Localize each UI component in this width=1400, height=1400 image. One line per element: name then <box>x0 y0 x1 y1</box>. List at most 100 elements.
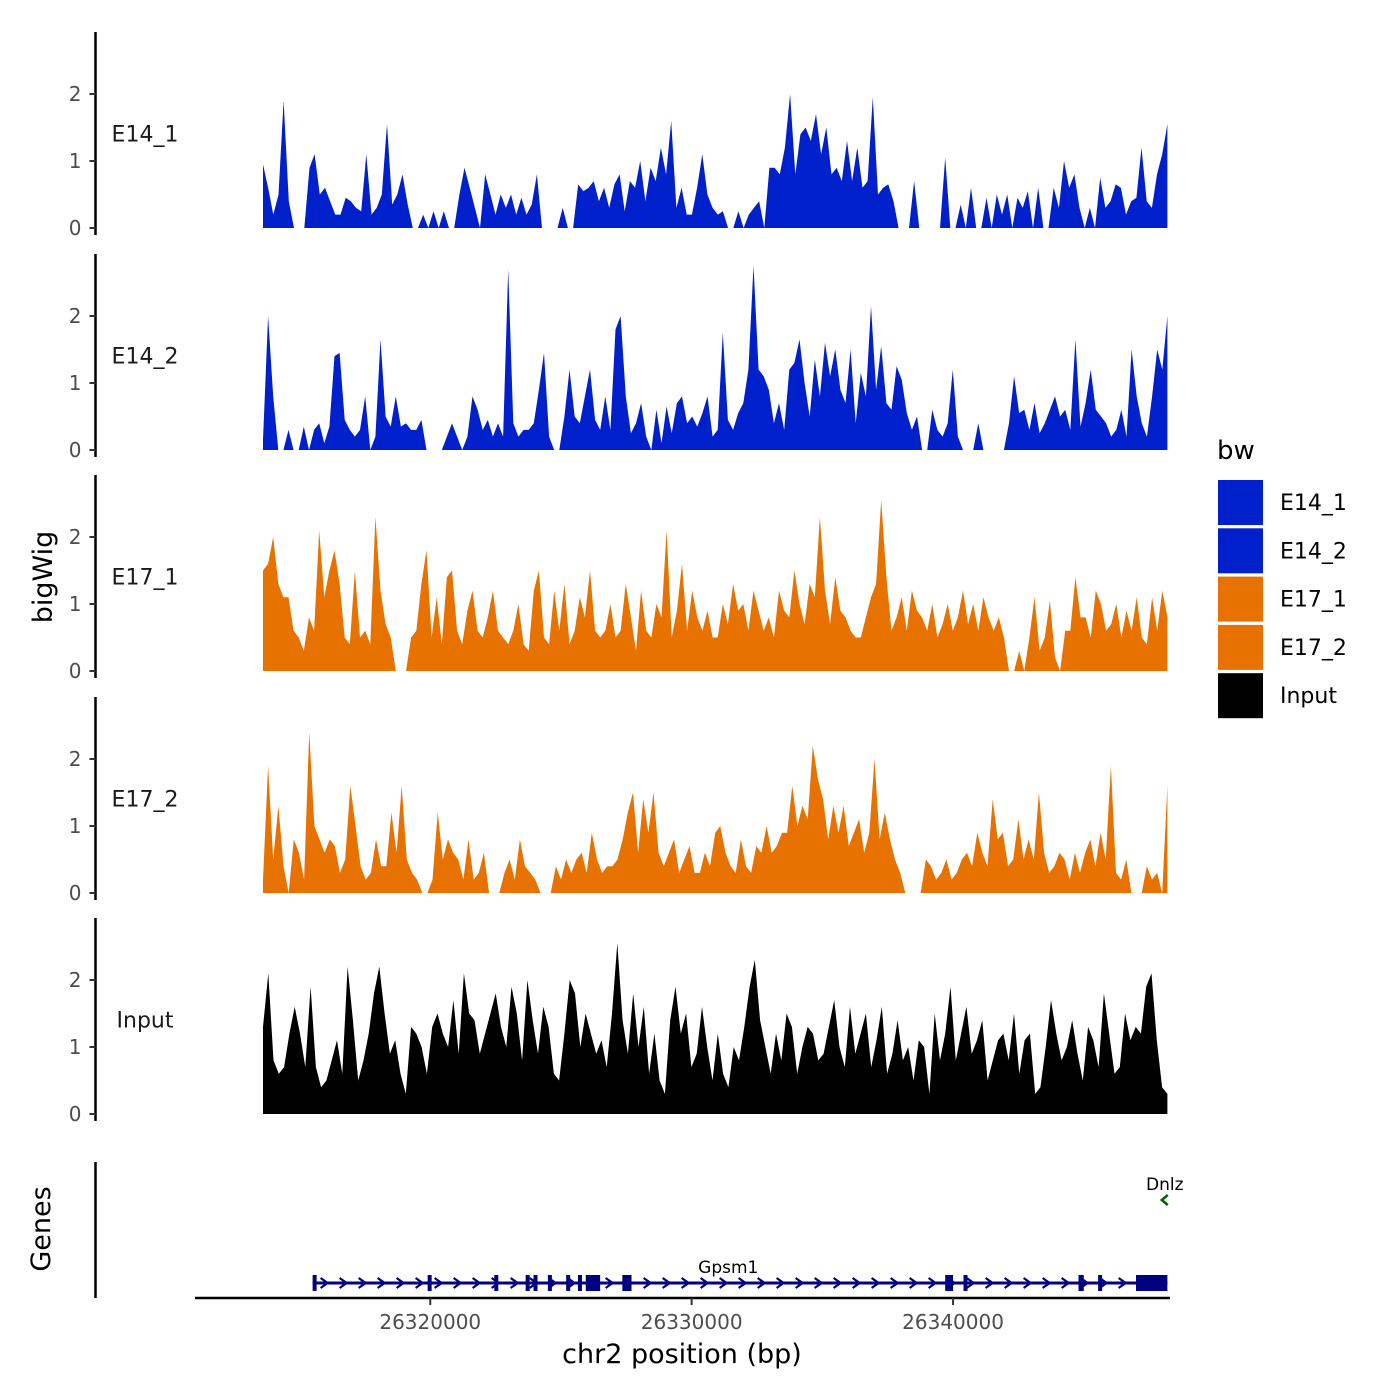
strand-chevron <box>395 1277 406 1289</box>
strand-chevron <box>490 1277 501 1289</box>
track-label: E14_1 <box>112 123 179 148</box>
legend-swatch-Input <box>1218 673 1263 719</box>
legend-label: E14_1 <box>1280 491 1347 516</box>
gene-exon <box>585 1275 601 1291</box>
gene-exon <box>577 1275 582 1291</box>
signal-tracks: 0 1 2 E14_1 0 1 2 E14_2 0 1 2 E17_1 0 1 2 E17_2 0 1 2 Input <box>69 32 1168 1126</box>
track-E14_1: 0 1 2 E14_1 <box>69 32 1168 240</box>
legend-swatch-E14_2 <box>1218 528 1263 574</box>
track-E17_2: 0 1 2 E17_2 <box>69 697 1168 905</box>
y-tick-label: 2 <box>69 747 82 771</box>
gene-exon <box>622 1275 632 1291</box>
y-tick-label: 0 <box>69 216 82 240</box>
gene-Dnlz: Dnlz <box>1146 1175 1184 1206</box>
strand-chevron <box>737 1277 748 1289</box>
y-tick-label: 0 <box>69 659 82 683</box>
x-axis-title: chr2 position (bp) <box>562 1339 802 1370</box>
track-label: E14_2 <box>112 345 179 370</box>
strand-chevron <box>984 1277 995 1289</box>
y-tick-label: 2 <box>69 82 82 106</box>
strand-chevron <box>851 1277 862 1289</box>
strand-chevron <box>794 1277 805 1289</box>
legend-label: Input <box>1280 684 1337 709</box>
gene-exon <box>312 1275 317 1291</box>
y-tick-label: 0 <box>69 438 82 462</box>
gene-Gpsm1: Gpsm1 <box>312 1258 1168 1291</box>
strand-chevron <box>889 1277 900 1289</box>
legend-swatch-E14_1 <box>1218 480 1263 525</box>
y-tick-label: 2 <box>69 525 82 549</box>
strand-chevron <box>813 1277 824 1289</box>
gene-exon <box>1078 1275 1084 1291</box>
gene-exon <box>1136 1275 1168 1291</box>
y-tick-label: 0 <box>69 881 82 905</box>
track-label: Input <box>117 1009 174 1034</box>
strand-chevron <box>471 1277 482 1289</box>
strand-chevron <box>1022 1277 1033 1289</box>
gene-label: Gpsm1 <box>698 1258 758 1278</box>
strand-chevron <box>1159 1194 1169 1206</box>
gene-exon <box>547 1275 552 1291</box>
strand-chevron <box>1003 1277 1014 1289</box>
legend-label: E17_2 <box>1280 636 1347 661</box>
gene-exon <box>494 1275 499 1291</box>
signal-area-E17_2 <box>263 732 1168 893</box>
y-tick-label: 1 <box>69 371 82 395</box>
y-tick-label: 0 <box>69 1102 82 1126</box>
strand-chevron <box>604 1277 615 1289</box>
strand-chevron <box>756 1277 767 1289</box>
strand-chevron <box>699 1277 710 1289</box>
legend-swatch-E17_1 <box>1218 576 1263 622</box>
strand-chevron <box>908 1277 919 1289</box>
strand-chevron <box>452 1277 463 1289</box>
gene-exon <box>566 1275 571 1291</box>
signal-area-Input <box>263 943 1168 1114</box>
x-tick-label: 26320000 <box>379 1310 481 1334</box>
strand-chevron <box>870 1277 881 1289</box>
strand-chevron <box>718 1277 729 1289</box>
signal-area-E14_1 <box>263 94 1168 228</box>
legend: bw E14_1 E14_2 E17_1 E17_2 Input <box>1217 436 1347 719</box>
track-label: E17_2 <box>112 788 179 813</box>
strand-chevron <box>357 1277 368 1289</box>
x-axis: chr2 position (bp) 26320000 26330000 26340… <box>195 1296 1170 1370</box>
strand-chevron <box>433 1277 444 1289</box>
y-tick-label: 1 <box>69 1035 82 1059</box>
gene-exon <box>963 1275 968 1291</box>
track-E14_2: 0 1 2 E14_2 <box>69 254 1168 462</box>
signal-area-E17_1 <box>263 500 1168 671</box>
strand-chevron <box>338 1277 349 1289</box>
signal-area-E14_2 <box>263 265 1168 450</box>
y-tick-label: 2 <box>69 304 82 328</box>
gene-label: Dnlz <box>1146 1175 1184 1195</box>
gene-exon <box>525 1275 530 1291</box>
strand-chevron <box>319 1277 330 1289</box>
gene-exon <box>945 1275 954 1291</box>
gene-exon <box>427 1275 432 1291</box>
strand-chevron <box>1041 1277 1052 1289</box>
strand-chevron <box>1117 1277 1128 1289</box>
x-tick-label: 26330000 <box>641 1310 743 1334</box>
track-Input: 0 1 2 Input <box>69 918 1168 1126</box>
y-tick-label: 1 <box>69 814 82 838</box>
strand-chevron <box>376 1277 387 1289</box>
genes-panel: Genes Gpsm1 Dnlz <box>26 1162 1184 1298</box>
strand-chevron <box>775 1277 786 1289</box>
legend-label: E17_1 <box>1280 588 1347 613</box>
strand-chevron <box>661 1277 672 1289</box>
gene-exon <box>533 1275 538 1291</box>
strand-chevron <box>965 1277 976 1289</box>
y-axis-title: bigWig <box>28 531 59 624</box>
y-tick-label: 2 <box>69 968 82 992</box>
track-E17_1: 0 1 2 E17_1 <box>69 475 1168 683</box>
x-tick-label: 26340000 <box>902 1310 1004 1334</box>
strand-chevron <box>414 1277 425 1289</box>
track-label: E17_1 <box>112 566 179 591</box>
strand-chevron <box>927 1277 938 1289</box>
strand-chevron <box>680 1277 691 1289</box>
strand-chevron <box>509 1277 520 1289</box>
y-tick-label: 1 <box>69 592 82 616</box>
strand-chevron <box>642 1277 653 1289</box>
strand-chevron <box>832 1277 843 1289</box>
y-tick-label: 1 <box>69 149 82 173</box>
